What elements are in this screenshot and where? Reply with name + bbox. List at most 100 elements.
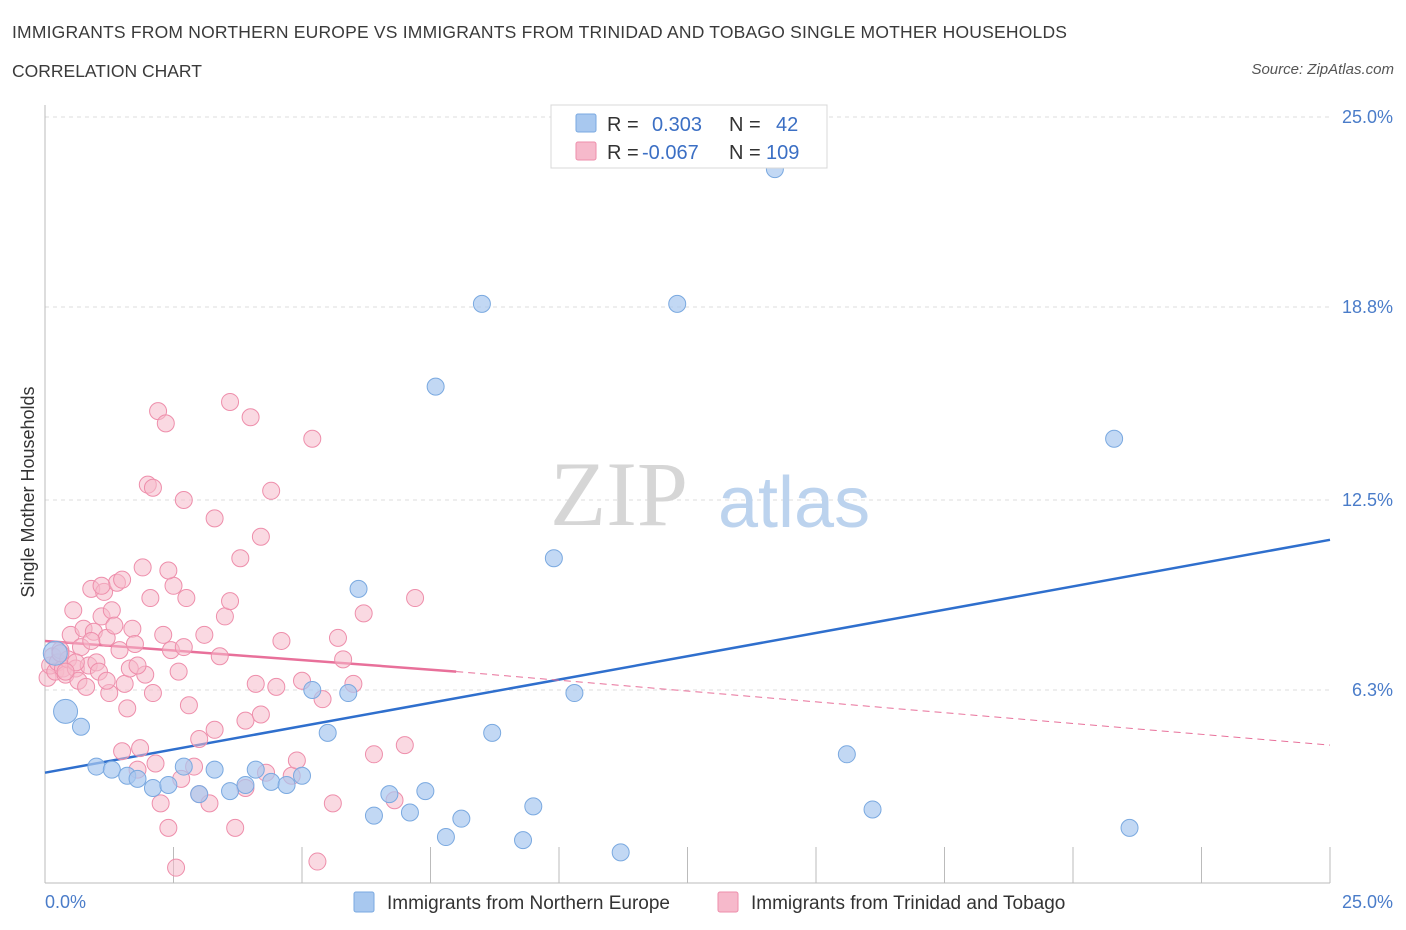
series-northern-europe bbox=[42, 160, 1139, 862]
legend-r-label-blue: R = bbox=[607, 114, 639, 136]
y-tick-label-3: 25.0% bbox=[1342, 107, 1393, 127]
point-trinidad-47 bbox=[159, 818, 178, 837]
point-northern-europe-30 bbox=[483, 723, 502, 742]
point-northern-europe-33 bbox=[544, 549, 563, 568]
point-northern-europe-16 bbox=[277, 775, 296, 794]
point-trinidad-28 bbox=[110, 641, 129, 660]
point-northern-europe-28 bbox=[452, 809, 471, 828]
legend-n-label-blue: N = bbox=[729, 114, 761, 136]
point-trinidad-62 bbox=[215, 607, 234, 626]
point-trinidad-82 bbox=[354, 604, 373, 623]
point-northern-europe-36 bbox=[668, 294, 687, 313]
x-tick-label-max: 25.0% bbox=[1342, 892, 1393, 912]
trend-lines bbox=[44, 538, 1331, 774]
point-trinidad-42 bbox=[146, 754, 165, 773]
point-trinidad-75 bbox=[303, 429, 322, 448]
point-trinidad-97 bbox=[205, 720, 224, 739]
point-northern-europe-10 bbox=[190, 785, 209, 804]
legend-r-label-pink: R = bbox=[607, 142, 639, 164]
point-trinidad-44 bbox=[151, 794, 170, 813]
point-northern-europe-24 bbox=[400, 803, 419, 822]
point-trinidad-46 bbox=[156, 414, 175, 433]
point-trinidad-34 bbox=[125, 635, 144, 654]
point-northern-europe-20 bbox=[339, 684, 358, 703]
y-tick-label-1: 12.5% bbox=[1342, 490, 1393, 510]
point-trinidad-10 bbox=[64, 601, 83, 620]
point-trinidad-45 bbox=[154, 625, 173, 644]
chart-title: IMMIGRANTS FROM NORTHERN EUROPE VS IMMIG… bbox=[12, 22, 1068, 42]
point-trinidad-50 bbox=[167, 858, 186, 877]
point-northern-europe-31 bbox=[514, 831, 533, 850]
point-trinidad-41 bbox=[143, 478, 162, 497]
point-trinidad-54 bbox=[177, 589, 196, 608]
point-northern-europe-34 bbox=[565, 684, 584, 703]
watermark-atlas: atlas bbox=[718, 463, 870, 543]
point-trinidad-98 bbox=[221, 592, 240, 611]
point-northern-europe-32 bbox=[524, 797, 543, 816]
point-northern-europe-4 bbox=[102, 760, 121, 779]
series-legend: Immigrants from Northern Europe Immigran… bbox=[353, 891, 1065, 914]
point-trinidad-95 bbox=[174, 638, 193, 657]
point-trinidad-53 bbox=[174, 491, 193, 509]
y-tick-label-0: 6.3% bbox=[1352, 680, 1393, 700]
point-northern-europe-14 bbox=[246, 760, 265, 779]
point-trinidad-103 bbox=[92, 576, 111, 595]
point-trinidad-15 bbox=[77, 677, 96, 696]
point-trinidad-80 bbox=[334, 650, 353, 669]
point-trinidad-30 bbox=[115, 674, 134, 693]
point-northern-europe-21 bbox=[349, 579, 368, 598]
point-trinidad-89 bbox=[82, 631, 101, 650]
point-northern-europe-38 bbox=[837, 745, 856, 764]
point-trinidad-65 bbox=[231, 549, 250, 568]
point-northern-europe-27 bbox=[436, 828, 455, 847]
y-axis-label: Single Mother Households bbox=[18, 386, 38, 597]
bottom-legend-swatch-pink bbox=[717, 891, 739, 913]
legend-n-value-blue: 42 bbox=[776, 114, 798, 136]
point-trinidad-26 bbox=[105, 616, 124, 635]
legend-frame bbox=[550, 104, 828, 169]
point-northern-europe-23 bbox=[380, 785, 399, 804]
point-trinidad-100 bbox=[251, 705, 270, 724]
point-northern-europe-7 bbox=[143, 779, 162, 798]
point-northern-europe-13 bbox=[236, 775, 255, 794]
bottom-legend-swatch-blue bbox=[353, 891, 375, 913]
watermark-zip: ZIP bbox=[550, 443, 688, 545]
point-trinidad-40 bbox=[141, 589, 160, 608]
point-trinidad-71 bbox=[262, 481, 281, 500]
point-trinidad-25 bbox=[102, 601, 121, 620]
chart-subtitle: CORRELATION CHART bbox=[12, 61, 202, 81]
legend-r-value-pink: -0.067 bbox=[642, 142, 699, 164]
point-northern-europe-25 bbox=[416, 782, 435, 801]
point-trinidad-66 bbox=[236, 711, 255, 730]
legend-n-value-pink: 109 bbox=[766, 142, 799, 164]
point-northern-europe-18 bbox=[303, 680, 322, 699]
point-trinidad-51 bbox=[169, 662, 188, 681]
point-trinidad-101 bbox=[267, 677, 286, 696]
trend-line-trinidad-tobago-extension bbox=[456, 671, 1331, 746]
point-trinidad-37 bbox=[133, 558, 152, 577]
point-northern-europe-40 bbox=[1105, 429, 1124, 448]
point-trinidad-33 bbox=[123, 619, 142, 638]
series-trinidad-tobago bbox=[38, 392, 425, 877]
watermark: ZIP atlas bbox=[550, 443, 870, 545]
point-trinidad-93 bbox=[143, 684, 162, 703]
point-northern-europe-41 bbox=[1120, 818, 1139, 837]
x-tick-labels: 0.0% 25.0% bbox=[45, 892, 1393, 912]
point-northern-europe-39 bbox=[863, 800, 882, 819]
source-credit: Source: ZipAtlas.com bbox=[1251, 61, 1394, 78]
point-trinidad-31 bbox=[118, 699, 137, 718]
point-northern-europe-8 bbox=[159, 775, 178, 794]
bottom-legend-label-blue: Immigrants from Northern Europe bbox=[387, 893, 670, 914]
point-trinidad-85 bbox=[395, 736, 414, 755]
point-trinidad-69 bbox=[251, 527, 270, 546]
point-trinidad-67 bbox=[241, 408, 260, 427]
point-trinidad-72 bbox=[272, 631, 291, 650]
point-northern-europe-1 bbox=[53, 698, 79, 724]
point-trinidad-83 bbox=[364, 745, 383, 764]
trend-line-northern-europe bbox=[44, 538, 1331, 774]
stats-legend: R = 0.303 N = 42 R = -0.067 N = 109 bbox=[550, 104, 828, 169]
point-northern-europe-11 bbox=[205, 760, 224, 779]
point-northern-europe-15 bbox=[262, 772, 281, 791]
point-northern-europe-26 bbox=[426, 377, 445, 396]
